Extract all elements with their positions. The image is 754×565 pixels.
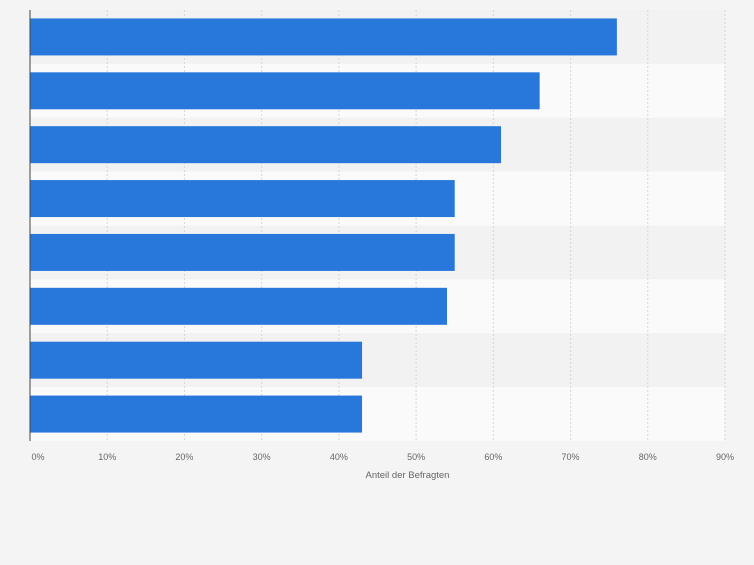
bar bbox=[30, 126, 502, 164]
bar bbox=[30, 18, 617, 56]
x-tick-label: 90% bbox=[716, 452, 734, 462]
x-tick-label: 40% bbox=[330, 452, 348, 462]
bar bbox=[30, 180, 455, 218]
bar bbox=[30, 72, 540, 110]
x-tick-label: 20% bbox=[175, 452, 193, 462]
x-tick-label: 50% bbox=[407, 452, 425, 462]
bar bbox=[30, 341, 363, 379]
bar bbox=[30, 233, 455, 271]
x-tick-label: 30% bbox=[253, 452, 271, 462]
x-axis-title: Anteil der Befragten bbox=[366, 470, 450, 481]
x-tick-label: 0% bbox=[31, 452, 44, 462]
bars bbox=[30, 18, 617, 433]
x-tick-label: 80% bbox=[639, 452, 657, 462]
x-tick-label: 10% bbox=[98, 452, 116, 462]
bar bbox=[30, 395, 363, 433]
bar bbox=[30, 287, 447, 325]
x-tick-label: 70% bbox=[562, 452, 580, 462]
x-tick-label: 60% bbox=[484, 452, 502, 462]
x-axis-ticks: 0% 10% 20% 30% 40% 50% 60% 70% 80% 90% bbox=[31, 452, 734, 462]
